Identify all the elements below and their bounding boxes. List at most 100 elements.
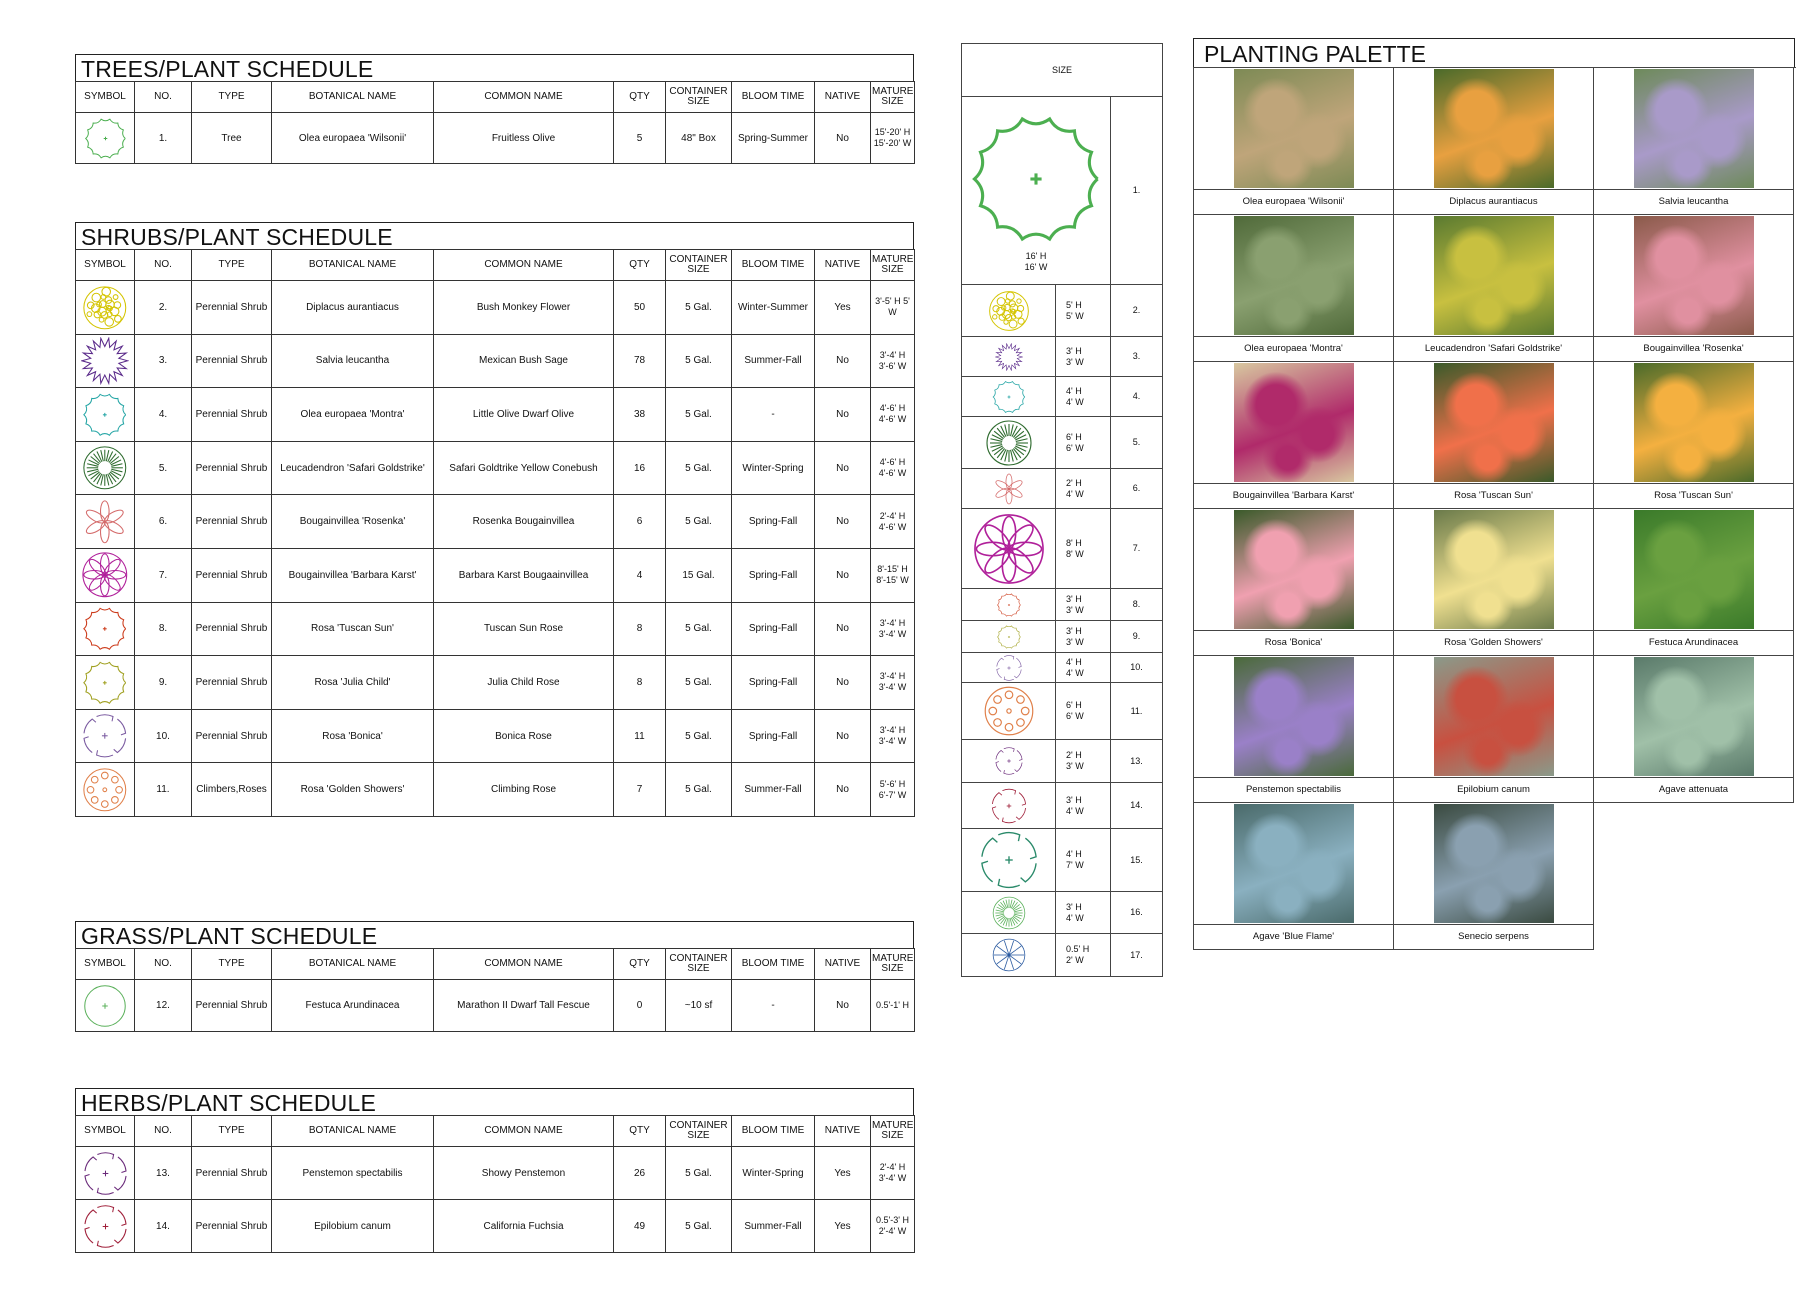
container-cell: ~10 sf [665,979,732,1032]
size-width: 4' W [1066,805,1084,816]
size-dimension-cell: 4' H 4' W [1055,376,1111,417]
native-cell: No [814,708,871,764]
mature-cell: 4'-6' H 4'-6' W [870,440,915,496]
symbol-cell [75,655,135,710]
size-number-cell: 17. [1109,933,1164,977]
qty-cell: 78 [613,333,666,389]
size-height: 2' H [1066,477,1082,488]
size-number-cell: 7. [1109,508,1164,589]
plant-photo [1634,510,1754,629]
plant-photo-caption: Olea europaea 'Wilsonii' [1194,189,1393,214]
size-number-cell: 16. [1109,891,1164,934]
type-cell: Tree [191,112,272,164]
size-symbol-cell: 16' H 16' W [961,96,1111,285]
plant-photo [1634,657,1754,776]
qty-cell: 7 [613,762,666,817]
plant-photo [1234,804,1354,923]
size-symbol-cell [961,891,1056,934]
type-cell: Perennial Shrub [191,979,272,1032]
palette-item: Rosa 'Tuscan Sun' [1594,362,1794,509]
column-header-native: NATIVE [814,1115,871,1147]
botanical-cell: Rosa 'Julia Child' [271,655,434,710]
bloom-cell: Summer-Fall [731,1199,815,1253]
symbol-cell [75,112,135,164]
container-cell: 5 Gal. [665,601,732,657]
native-cell: Yes [814,280,871,335]
column-header-botanical: BOTANICAL NAME [271,948,434,980]
column-header-symbol: SYMBOL [75,81,135,113]
grass-schedule: GRASS/PLANT SCHEDULE SYMBOL NO. TYPE BOTANI… [75,921,915,1032]
qty-cell: 50 [613,280,666,335]
size-height: 5' H [1066,299,1082,310]
common-cell: Bonica Rose [433,708,614,764]
palette-item: Salvia leucantha [1594,68,1794,215]
plant-photo [1634,363,1754,482]
table-row: 11. Climbers,Roses Rosa 'Golden Showers' Cl… [75,762,915,817]
column-header-native: NATIVE [814,249,871,281]
qty-cell: 0 [613,979,666,1032]
bloom-cell: Winter-Summer [731,280,815,335]
common-cell: Mexican Bush Sage [433,333,614,389]
size-number-cell: 14. [1109,782,1164,829]
column-header-bloom: BLOOM TIME [731,1115,815,1147]
type-cell: Perennial Shrub [191,387,272,442]
palette-item: Olea europaea 'Montra' [1194,215,1394,362]
bloom-cell: - [731,979,815,1032]
size-width: 8' W [1066,548,1084,559]
no-cell: 10. [134,708,192,764]
size-legend-row: 4' H 4' W 10. [961,652,1164,683]
column-header-common: COMMON NAME [433,81,614,113]
mature-cell: 3'-4' H 3'-4' W [870,708,915,764]
symbol-cell [75,494,135,549]
qty-cell: 16 [613,440,666,496]
size-width: 16' W [1024,261,1048,272]
common-cell: Barbara Karst Bougaainvillea [433,547,614,603]
no-cell: 7. [134,547,192,603]
column-header-type: TYPE [191,1115,272,1147]
size-dimension-cell: 6' H 6' W [1055,682,1111,740]
plant-photo-caption: Bougainvillea 'Rosenka' [1594,336,1793,361]
size-width: 4' W [1066,396,1084,407]
size-number-cell: 1. [1109,96,1164,285]
qty-cell: 11 [613,708,666,764]
plant-photo [1234,216,1354,335]
size-dimension-cell: 3' H 4' W [1055,891,1111,934]
plant-symbol-scallop-icon [84,117,126,159]
plant-symbol-notched-icon [83,714,127,758]
qty-cell: 4 [613,547,666,603]
bloom-cell: Spring-Fall [731,601,815,657]
size-height: 4' H [1066,656,1082,667]
no-cell: 6. [134,494,192,549]
size-height: 6' H [1066,700,1082,710]
plant-symbol-notched-icon [83,1204,127,1248]
plant-symbol-notched-icon [995,654,1022,681]
common-cell: Rosenka Bougainvillea [433,494,614,549]
botanical-cell: Rosa 'Golden Showers' [271,762,434,817]
symbol-cell [75,762,135,817]
symbol-cell [75,333,135,389]
size-legend-row: 16' H 16' W 1. [961,96,1164,285]
size-legend-row: 2' H 3' W 13. [961,739,1164,783]
size-legend: SIZE 16' H 16' W 1. 5' H 5' W 2. 3' H 3' W 3. 4' … [960,43,1164,977]
column-header-mature: MATURE SIZE [870,81,915,113]
plant-photo [1434,804,1554,923]
size-width: 4' W [1066,667,1084,678]
container-cell: 15 Gal. [665,547,732,603]
symbol-cell [75,280,135,335]
bloom-cell: Spring-Fall [731,655,815,710]
size-symbol-cell [961,336,1056,377]
size-legend-row: 3' H 3' W 8. [961,588,1164,621]
mature-cell: 3'-4' H 3'-6' W [870,333,915,389]
no-cell: 11. [134,762,192,817]
size-width: 2' W [1066,955,1084,965]
mature-cell: 0.5'-1' H [870,979,915,1032]
size-legend-row: 6' H 6' W 11. [961,682,1164,740]
plant-symbol-petals6-icon [994,473,1023,504]
native-cell: No [814,440,871,496]
container-cell: 5 Gal. [665,333,732,389]
palette-item: Rosa 'Golden Showers' [1394,509,1594,656]
plant-symbol-plain-icon [84,984,126,1027]
palette-row: Bougainvillea 'Barbara Karst' Rosa 'Tusca… [1193,362,1796,509]
column-header-common: COMMON NAME [433,249,614,281]
common-cell: Julia Child Rose [433,655,614,710]
